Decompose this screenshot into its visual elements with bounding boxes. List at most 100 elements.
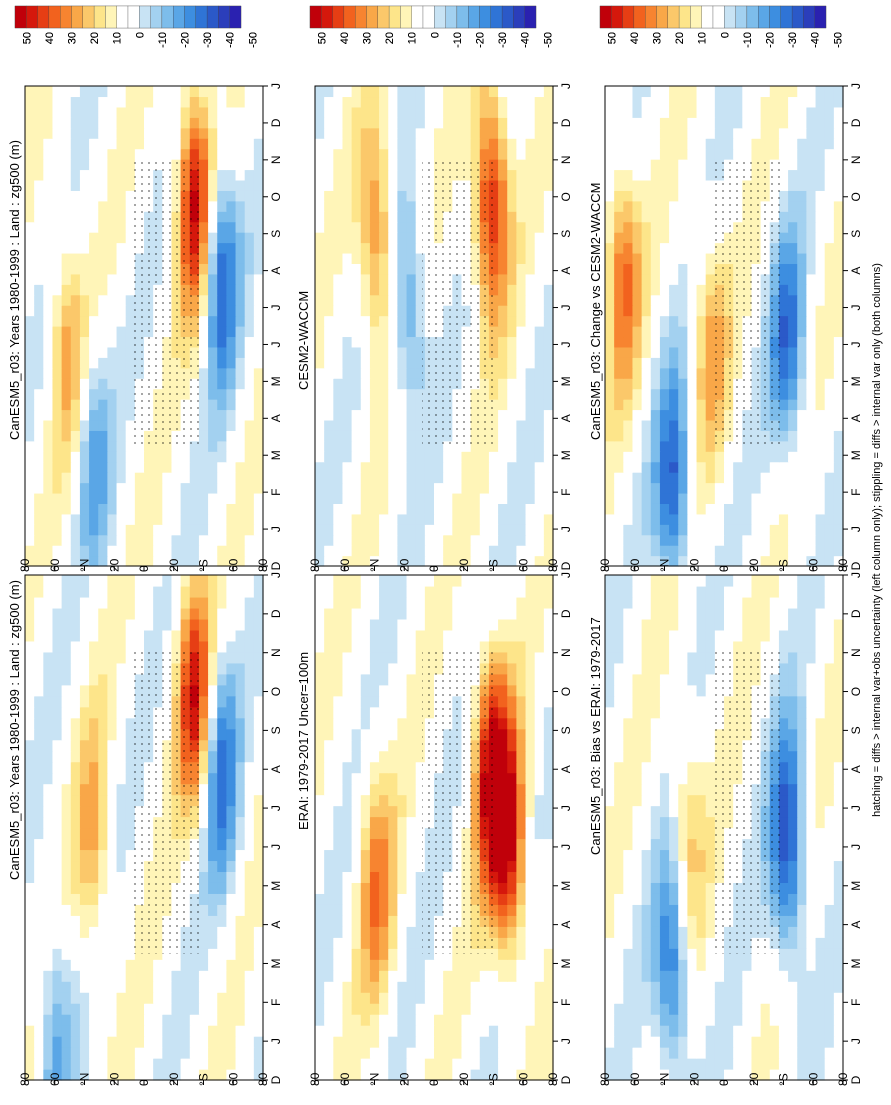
heatmap-cell: [208, 828, 218, 840]
heatmap-cell: [144, 472, 154, 483]
heatmap-cell: [388, 904, 398, 916]
heatmap-cell: [544, 762, 554, 774]
heatmap-cell: [98, 305, 108, 316]
heatmap-cell: [544, 828, 554, 840]
heatmap-cell: [324, 926, 334, 938]
heatmap-cell: [333, 641, 343, 653]
heatmap-cell: [416, 1036, 426, 1048]
heatmap-cell: [535, 597, 545, 609]
heatmap-cell: [43, 696, 53, 708]
heatmap-cell: [107, 1036, 117, 1048]
heatmap-cell: [434, 514, 444, 525]
heatmap-cell: [361, 1036, 371, 1048]
heatmap-cell: [89, 784, 99, 796]
heatmap-cell: [190, 1003, 200, 1015]
heatmap-cell: [71, 326, 81, 337]
heatmap-cell: [217, 169, 227, 180]
heatmap-cell: [397, 1003, 407, 1015]
heatmap-cell: [315, 641, 325, 653]
heatmap-cell: [217, 970, 227, 982]
heatmap-cell: [544, 180, 554, 191]
heatmap-cell: [117, 138, 127, 149]
heatmap-cell: [507, 420, 517, 431]
heatmap-cell: [315, 295, 325, 306]
heatmap-cell: [498, 860, 508, 872]
heatmap-cell: [62, 253, 72, 264]
heatmap-cell: [370, 959, 380, 971]
heatmap-cell: [226, 652, 236, 664]
month-label: S: [559, 726, 573, 734]
heatmap-cell: [379, 740, 389, 752]
heatmap-cell: [516, 545, 526, 556]
heatmap-cell: [535, 451, 545, 462]
heatmap-cell: [107, 190, 117, 201]
heatmap-cell: [526, 838, 536, 850]
heatmap-cell: [480, 1036, 490, 1048]
heatmap-cell: [199, 608, 209, 620]
heatmap-cell: [208, 159, 218, 170]
heatmap-cell: [254, 243, 264, 254]
heatmap-cell: [254, 368, 264, 379]
lat-label: 20: [167, 558, 181, 572]
heatmap-cell: [43, 1036, 53, 1048]
heatmap-cell: [162, 597, 172, 609]
heatmap-cell: [236, 937, 246, 949]
heatmap-cell: [98, 597, 108, 609]
heatmap-cell: [80, 430, 90, 441]
heatmap-cell: [370, 838, 380, 850]
heatmap-cell: [324, 641, 334, 653]
heatmap-cell: [226, 575, 236, 587]
heatmap-cell: [98, 514, 108, 525]
heatmap-cell: [80, 696, 90, 708]
heatmap-cell: [370, 336, 380, 347]
heatmap-cell: [25, 575, 35, 587]
heatmap-cell: [135, 992, 145, 1004]
heatmap-cell: [217, 817, 227, 829]
heatmap-cell: [171, 992, 181, 1004]
heatmap-cell: [80, 441, 90, 452]
heatmap-cell: [144, 545, 154, 556]
heatmap-cell: [199, 514, 209, 525]
heatmap-cell: [43, 326, 53, 337]
heatmap-cell: [370, 882, 380, 894]
heatmap-cell: [43, 180, 53, 191]
heatmap-cell: [544, 970, 554, 982]
heatmap-cell: [333, 926, 343, 938]
heatmap-cell: [342, 981, 352, 993]
heatmap-cell: [471, 483, 481, 494]
heatmap-cell: [407, 368, 417, 379]
heatmap-cell: [144, 597, 154, 609]
heatmap-cell: [190, 483, 200, 494]
heatmap-cell: [98, 274, 108, 285]
heatmap-cell: [443, 970, 453, 982]
heatmap-cell: [397, 871, 407, 883]
heatmap-cell: [236, 96, 246, 107]
heatmap-cell: [71, 630, 81, 642]
heatmap-cell: [43, 970, 53, 982]
heatmap-cell: [407, 663, 417, 675]
heatmap-cell: [489, 1047, 499, 1059]
heatmap-cell: [52, 86, 62, 97]
heatmap-cell: [361, 357, 371, 368]
heatmap-cell: [407, 201, 417, 212]
heatmap-cell: [498, 707, 508, 719]
heatmap-cell: [52, 409, 62, 420]
heatmap-cell: [416, 493, 426, 504]
heatmap-cell: [62, 1014, 72, 1026]
heatmap-cell: [333, 190, 343, 201]
heatmap-cell: [379, 838, 389, 850]
heatmap-cell: [535, 336, 545, 347]
heatmap-cell: [397, 347, 407, 358]
heatmap-cell: [117, 915, 127, 927]
heatmap-cell: [117, 514, 127, 525]
heatmap-cell: [254, 1014, 264, 1026]
heatmap-cell: [352, 893, 362, 905]
heatmap-cell: [315, 1047, 325, 1059]
heatmap-cell: [516, 169, 526, 180]
heatmap-cell: [352, 149, 362, 160]
heatmap-cell: [62, 96, 72, 107]
heatmap-cell: [516, 663, 526, 675]
heatmap-cell: [245, 817, 255, 829]
heatmap-cell: [208, 729, 218, 741]
heatmap-cell: [352, 326, 362, 337]
